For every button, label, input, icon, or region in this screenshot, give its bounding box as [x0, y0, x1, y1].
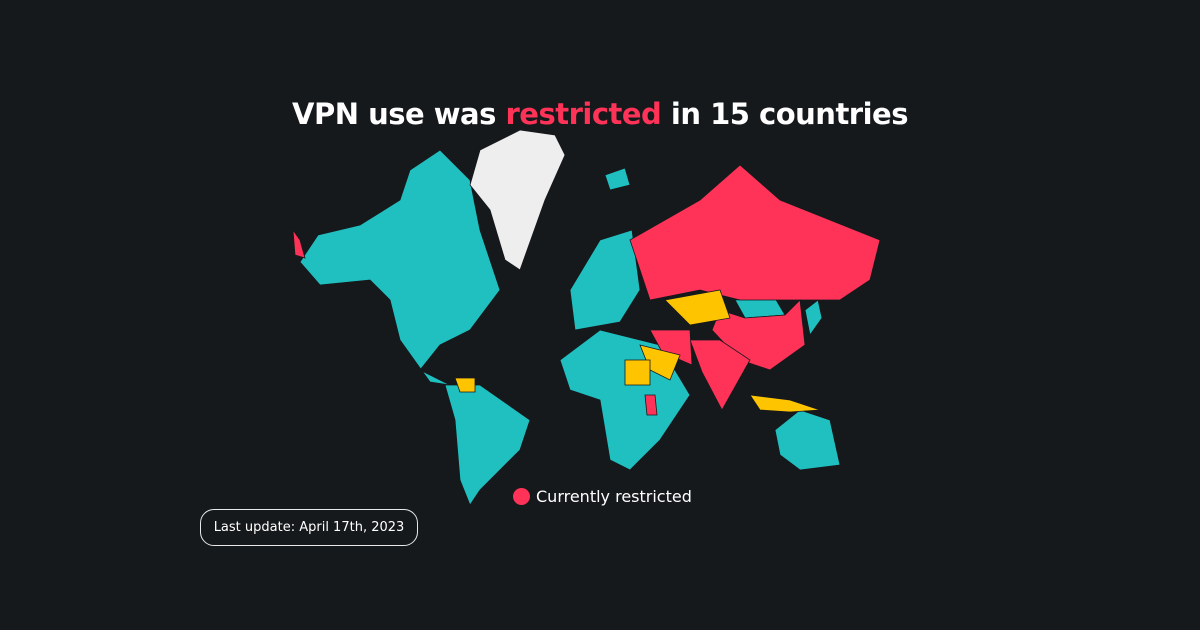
- australia[interactable]: [774, 409, 841, 471]
- venezuela[interactable]: [454, 377, 476, 393]
- kazakhstan[interactable]: [664, 289, 731, 326]
- title-suffix: in 15 countries: [661, 97, 909, 132]
- indonesia[interactable]: [749, 394, 821, 413]
- north-america[interactable]: [299, 149, 501, 386]
- title-highlight: restricted: [505, 97, 662, 132]
- india[interactable]: [689, 339, 751, 411]
- russia[interactable]: [629, 164, 881, 301]
- last-update-badge: Last update: April 17th, 2023: [200, 509, 418, 546]
- greenland[interactable]: [469, 129, 566, 271]
- map-legend: Currently restricted: [513, 487, 692, 506]
- japan[interactable]: [804, 299, 823, 336]
- legend-label: Currently restricted: [536, 487, 692, 506]
- last-update-text: Last update: April 17th, 2023: [213, 520, 405, 535]
- europe[interactable]: [569, 229, 641, 331]
- mongolia[interactable]: [734, 297, 786, 319]
- iran-middle-east[interactable]: [649, 329, 693, 366]
- page-title: VPN use was restricted in 15 countries: [0, 97, 1200, 131]
- south-america[interactable]: [444, 384, 531, 506]
- sudan[interactable]: [624, 359, 651, 386]
- restricted-color-swatch: [513, 488, 530, 505]
- title-prefix: VPN use was: [292, 97, 506, 132]
- alaska-tip[interactable]: [292, 228, 306, 259]
- iceland[interactable]: [604, 167, 631, 191]
- east-africa[interactable]: [644, 394, 658, 416]
